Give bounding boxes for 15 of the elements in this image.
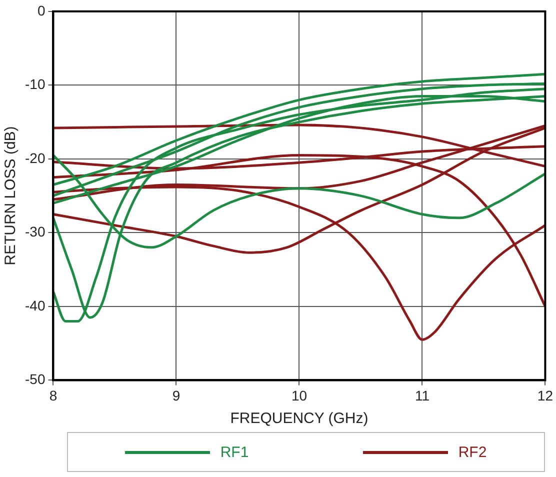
x-tick-label: 9 [172, 387, 180, 404]
y-tick-label: -50 [25, 371, 46, 388]
x-tick-label: 11 [414, 387, 430, 404]
y-tick-label: -30 [25, 224, 46, 240]
y-tick-label: -20 [25, 150, 46, 166]
y-tick-label: -10 [25, 76, 46, 92]
x-tick-label: 10 [291, 387, 308, 404]
y-tick-label: -40 [25, 297, 46, 314]
x-axis-title: FREQUENCY (GHz) [230, 410, 368, 428]
y-tick-label: 0 [37, 2, 46, 18]
text: RF1 [220, 444, 249, 460]
x-tick-label: 8 [49, 387, 58, 404]
x-tick-label: 12 [537, 387, 554, 404]
text: RF2 [458, 444, 487, 460]
y-axis-title: RETURN LOSS (dB) [2, 126, 20, 266]
